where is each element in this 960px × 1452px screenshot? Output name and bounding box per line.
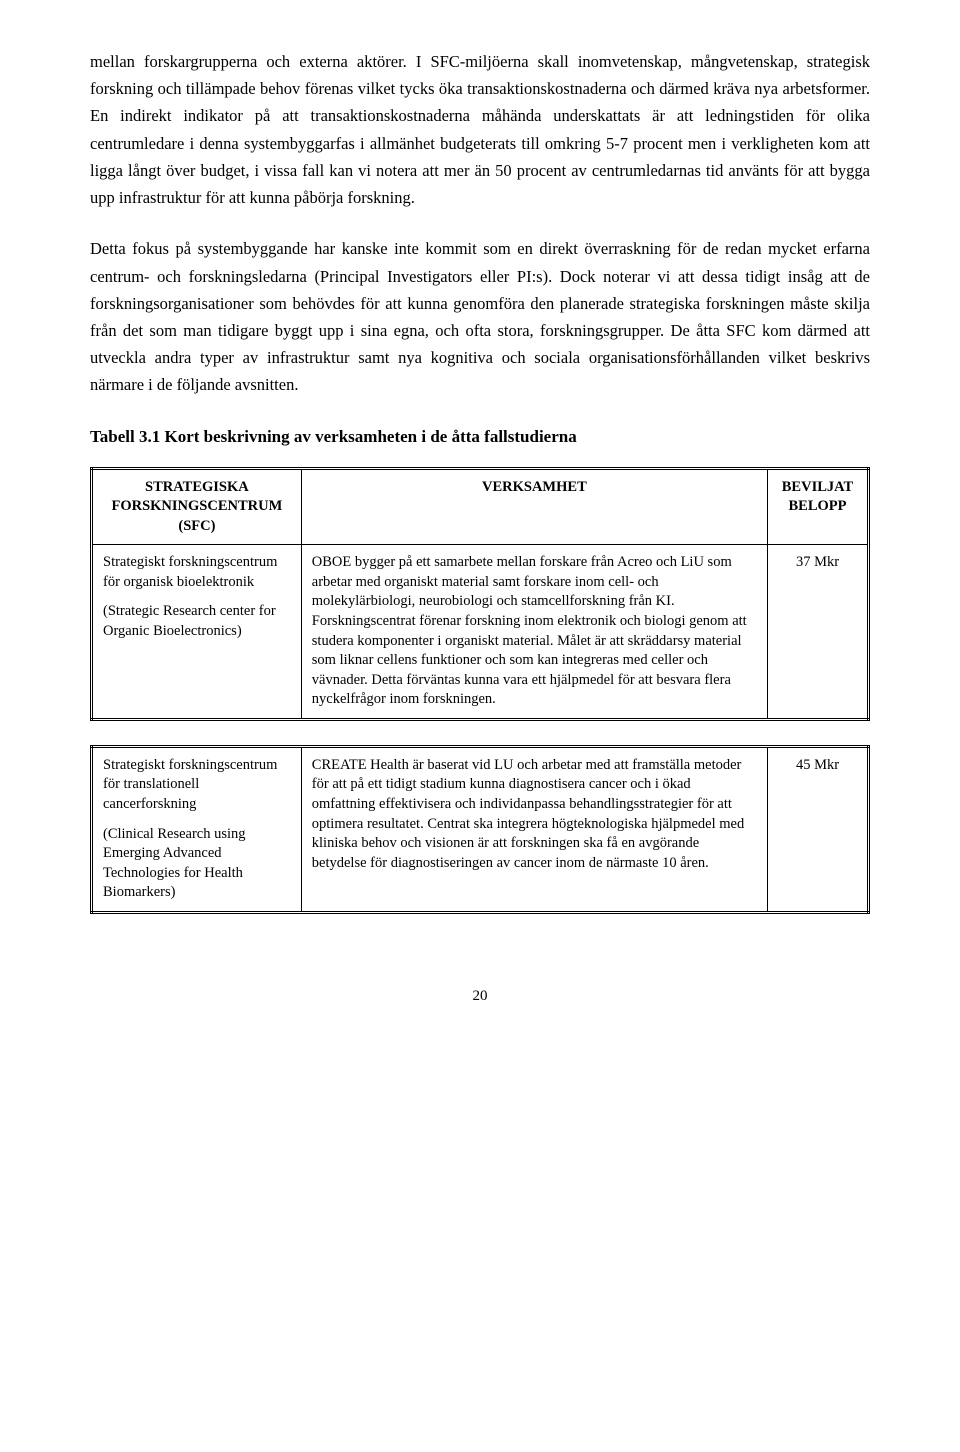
case-study-table-2: Strategiskt forskningscentrum för transl… (90, 745, 870, 914)
sfc-title: Strategiskt forskningscentrum för transl… (103, 756, 291, 815)
table-cell-verksamhet: CREATE Health är baserat vid LU och arbe… (301, 746, 767, 912)
table-heading: Tabell 3.1 Kort beskrivning av verksamhe… (90, 423, 870, 451)
table-cell-verksamhet: OBOE bygger på ett samarbete mellan fors… (301, 545, 767, 720)
table-header-sfc: STRATEGISKA FORSKNINGSCENTRUM (SFC) (92, 468, 302, 545)
sfc-title: Strategiskt forskningscentrum för organi… (103, 553, 291, 592)
case-study-table: STRATEGISKA FORSKNINGSCENTRUM (SFC) VERK… (90, 467, 870, 721)
sfc-subtitle: (Strategic Research center for Organic B… (103, 602, 291, 641)
table-cell-belopp: 45 Mkr (767, 746, 868, 912)
table-header-verksamhet: VERKSAMHET (301, 468, 767, 545)
table-row: Strategiskt forskningscentrum för organi… (92, 545, 869, 720)
table-cell-belopp: 37 Mkr (767, 545, 868, 720)
table-header-belopp: BEVILJAT BELOPP (767, 468, 868, 545)
table-cell-sfc: Strategiskt forskningscentrum för transl… (92, 746, 302, 912)
table-cell-sfc: Strategiskt forskningscentrum för organi… (92, 545, 302, 720)
sfc-subtitle: (Clinical Research using Emerging Advanc… (103, 825, 291, 903)
body-paragraph-2: Detta fokus på systembyggande har kanske… (90, 235, 870, 398)
table-header-row: STRATEGISKA FORSKNINGSCENTRUM (SFC) VERK… (92, 468, 869, 545)
body-paragraph-1: mellan forskargrupperna och externa aktö… (90, 48, 870, 211)
table-row: Strategiskt forskningscentrum för transl… (92, 746, 869, 912)
page-number: 20 (90, 984, 870, 1009)
